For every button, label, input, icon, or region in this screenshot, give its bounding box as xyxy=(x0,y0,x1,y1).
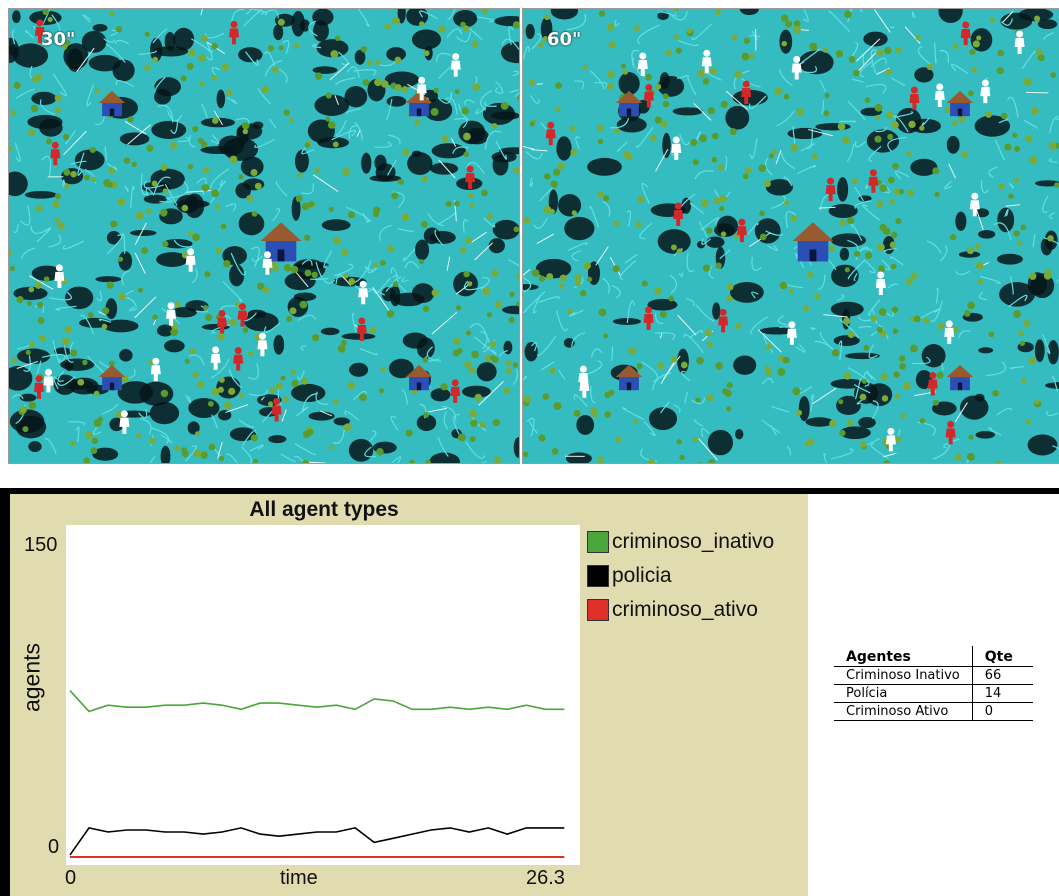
x-tick-min: 0 xyxy=(65,867,77,889)
world-canvas xyxy=(523,9,1059,463)
simulation-view-30s: 30" xyxy=(8,8,520,464)
legend-item: criminoso_inativo xyxy=(587,525,774,559)
y-tick-max: 150 xyxy=(24,534,58,556)
legend-label: criminoso_ativo xyxy=(612,598,758,621)
time-label: 60" xyxy=(547,29,582,50)
plot-title: All agent types xyxy=(249,498,399,521)
world-texture xyxy=(9,9,519,463)
legend-label: policia xyxy=(612,564,672,587)
agent-name: Polícia xyxy=(834,684,973,703)
world-canvas xyxy=(9,9,519,463)
y-axis-label: agents xyxy=(18,642,45,713)
header-agentes: Agentes xyxy=(834,646,973,667)
legend-swatch xyxy=(587,531,609,553)
x-axis-label: time xyxy=(280,867,318,889)
table-row: Polícia 14 xyxy=(834,684,1033,703)
y-tick-min: 0 xyxy=(48,836,60,858)
plot-area xyxy=(66,525,580,865)
legend: criminoso_inativo policia criminoso_ativ… xyxy=(587,525,774,627)
series-line-policia xyxy=(69,827,565,856)
agent-name: Criminoso Ativo xyxy=(834,702,973,721)
header-qte: Qte xyxy=(972,646,1033,667)
line-chart xyxy=(69,690,565,858)
world-texture xyxy=(523,9,1059,463)
legend-item: criminoso_ativo xyxy=(587,593,774,627)
agents-table: Agentes Qte Criminoso Inativo 66 Polícia… xyxy=(834,646,1033,721)
agent-count: 14 xyxy=(972,684,1033,703)
time-label: 30" xyxy=(41,29,76,50)
agent-count: 0 xyxy=(972,702,1033,721)
agent-count: 66 xyxy=(972,666,1033,685)
x-tick-max: 26.3 xyxy=(526,867,565,889)
legend-swatch xyxy=(587,565,609,587)
table-header-row: Agentes Qte xyxy=(834,646,1033,667)
agent-name: Criminoso Inativo xyxy=(834,666,973,685)
simulation-view-60s: 60" xyxy=(522,8,1059,464)
series-line-criminoso_inativo xyxy=(69,690,565,713)
plot-panel: All agent types 150 0 agents 0 26.3 time… xyxy=(10,494,808,896)
table-row: Criminoso Ativo 0 xyxy=(834,702,1033,721)
legend-item: policia xyxy=(587,559,774,593)
legend-swatch xyxy=(587,599,609,621)
table-row: Criminoso Inativo 66 xyxy=(834,666,1033,685)
legend-label: criminoso_inativo xyxy=(612,530,775,553)
